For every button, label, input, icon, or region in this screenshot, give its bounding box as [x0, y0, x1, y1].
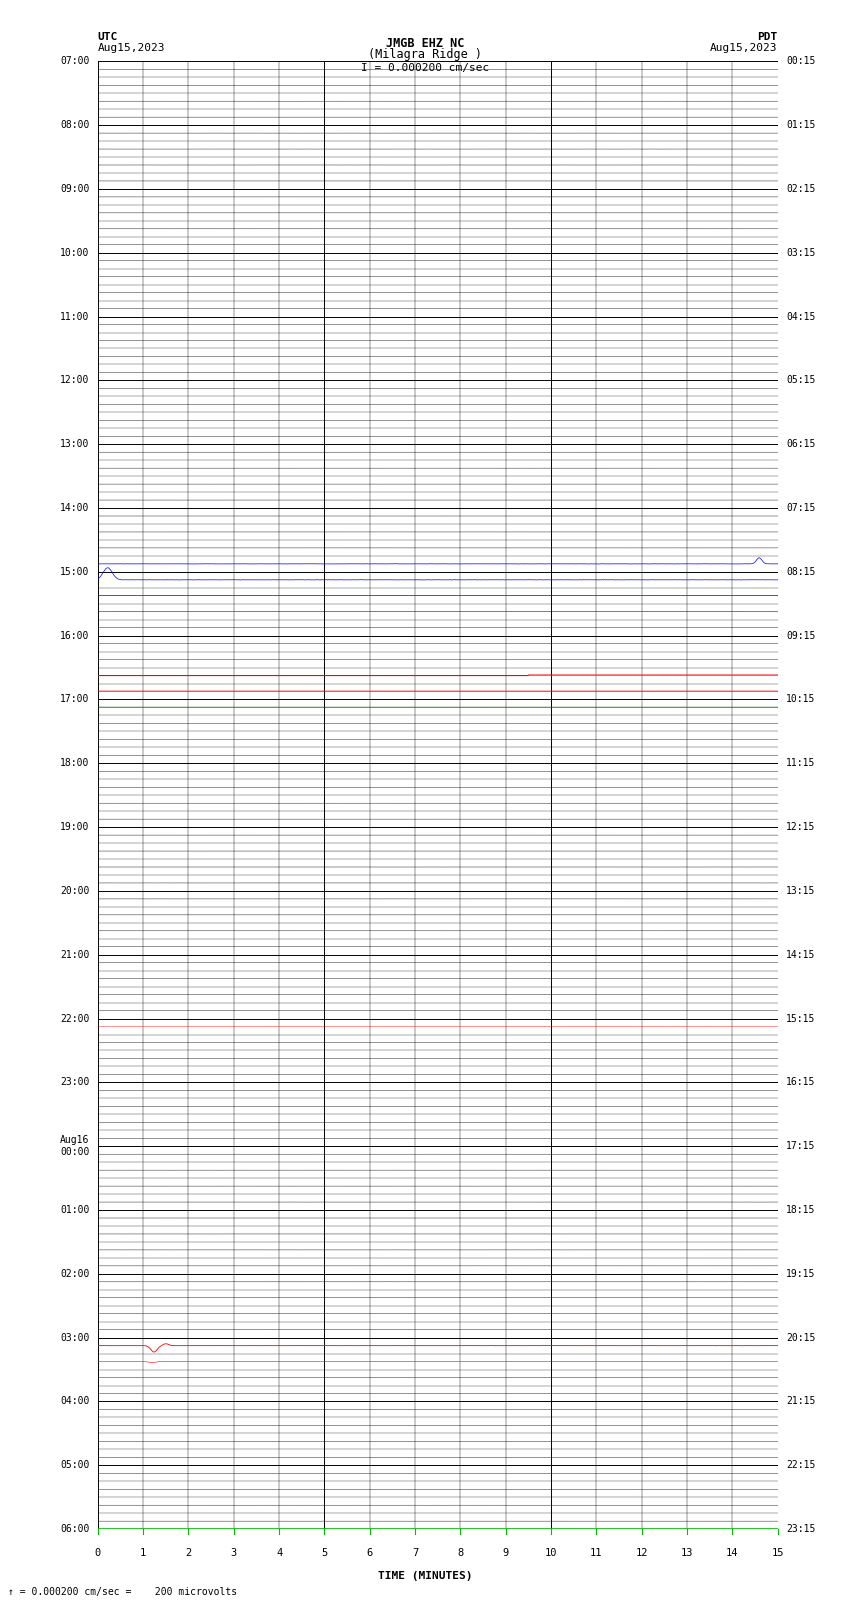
Text: 7: 7: [412, 1548, 418, 1558]
Text: Aug15,2023: Aug15,2023: [98, 44, 165, 53]
Text: 15:00: 15:00: [60, 566, 89, 577]
Text: 14:15: 14:15: [786, 950, 815, 960]
Text: 13:00: 13:00: [60, 439, 89, 448]
Text: 19:00: 19:00: [60, 823, 89, 832]
Text: 23:15: 23:15: [786, 1524, 815, 1534]
Text: 15: 15: [772, 1548, 784, 1558]
Text: 11: 11: [590, 1548, 603, 1558]
Text: 20:15: 20:15: [786, 1332, 815, 1342]
Text: 08:15: 08:15: [786, 566, 815, 577]
Text: 22:15: 22:15: [786, 1460, 815, 1471]
Text: 5: 5: [321, 1548, 327, 1558]
Text: 0: 0: [94, 1548, 101, 1558]
Text: 13:15: 13:15: [786, 886, 815, 895]
Text: 05:00: 05:00: [60, 1460, 89, 1471]
Text: 02:15: 02:15: [786, 184, 815, 194]
Text: JMGB EHZ NC: JMGB EHZ NC: [386, 37, 464, 50]
Text: 21:15: 21:15: [786, 1397, 815, 1407]
Text: 00:15: 00:15: [786, 56, 815, 66]
Text: 10:15: 10:15: [786, 695, 815, 705]
Text: 6: 6: [366, 1548, 373, 1558]
Text: 01:15: 01:15: [786, 119, 815, 131]
Text: 09:00: 09:00: [60, 184, 89, 194]
Text: 14:00: 14:00: [60, 503, 89, 513]
Text: 15:15: 15:15: [786, 1013, 815, 1024]
Text: 03:15: 03:15: [786, 248, 815, 258]
Text: 17:15: 17:15: [786, 1142, 815, 1152]
Text: 05:15: 05:15: [786, 376, 815, 386]
Text: 10: 10: [545, 1548, 558, 1558]
Text: I = 0.000200 cm/sec: I = 0.000200 cm/sec: [361, 63, 489, 73]
Text: 18:15: 18:15: [786, 1205, 815, 1215]
Text: 2: 2: [185, 1548, 191, 1558]
Text: 07:00: 07:00: [60, 56, 89, 66]
Text: 11:00: 11:00: [60, 311, 89, 321]
Text: 16:00: 16:00: [60, 631, 89, 640]
Text: 06:15: 06:15: [786, 439, 815, 448]
Text: 10:00: 10:00: [60, 248, 89, 258]
Text: 12: 12: [636, 1548, 648, 1558]
Text: 02:00: 02:00: [60, 1269, 89, 1279]
Text: 17:00: 17:00: [60, 695, 89, 705]
Text: 8: 8: [457, 1548, 463, 1558]
Text: 09:15: 09:15: [786, 631, 815, 640]
Text: Aug15,2023: Aug15,2023: [711, 44, 778, 53]
Text: 23:00: 23:00: [60, 1077, 89, 1087]
Text: 07:15: 07:15: [786, 503, 815, 513]
Text: 16:15: 16:15: [786, 1077, 815, 1087]
Text: 13: 13: [681, 1548, 694, 1558]
Text: 3: 3: [230, 1548, 237, 1558]
Text: 22:00: 22:00: [60, 1013, 89, 1024]
Text: 12:00: 12:00: [60, 376, 89, 386]
Text: PDT: PDT: [757, 32, 778, 42]
Text: 20:00: 20:00: [60, 886, 89, 895]
Text: 03:00: 03:00: [60, 1332, 89, 1342]
Text: 18:00: 18:00: [60, 758, 89, 768]
Text: ↑ = 0.000200 cm/sec =    200 microvolts: ↑ = 0.000200 cm/sec = 200 microvolts: [8, 1587, 238, 1597]
Text: (Milagra Ridge ): (Milagra Ridge ): [368, 48, 482, 61]
Text: 21:00: 21:00: [60, 950, 89, 960]
Text: 4: 4: [276, 1548, 282, 1558]
Text: 19:15: 19:15: [786, 1269, 815, 1279]
Text: 12:15: 12:15: [786, 823, 815, 832]
Text: 04:00: 04:00: [60, 1397, 89, 1407]
Text: 04:15: 04:15: [786, 311, 815, 321]
Text: 14: 14: [726, 1548, 739, 1558]
Text: 1: 1: [140, 1548, 146, 1558]
Text: TIME (MINUTES): TIME (MINUTES): [377, 1571, 473, 1581]
Text: 08:00: 08:00: [60, 119, 89, 131]
Text: 11:15: 11:15: [786, 758, 815, 768]
Text: UTC: UTC: [98, 32, 118, 42]
Text: 9: 9: [502, 1548, 509, 1558]
Text: 06:00: 06:00: [60, 1524, 89, 1534]
Text: 01:00: 01:00: [60, 1205, 89, 1215]
Text: Aug16
00:00: Aug16 00:00: [60, 1136, 89, 1157]
